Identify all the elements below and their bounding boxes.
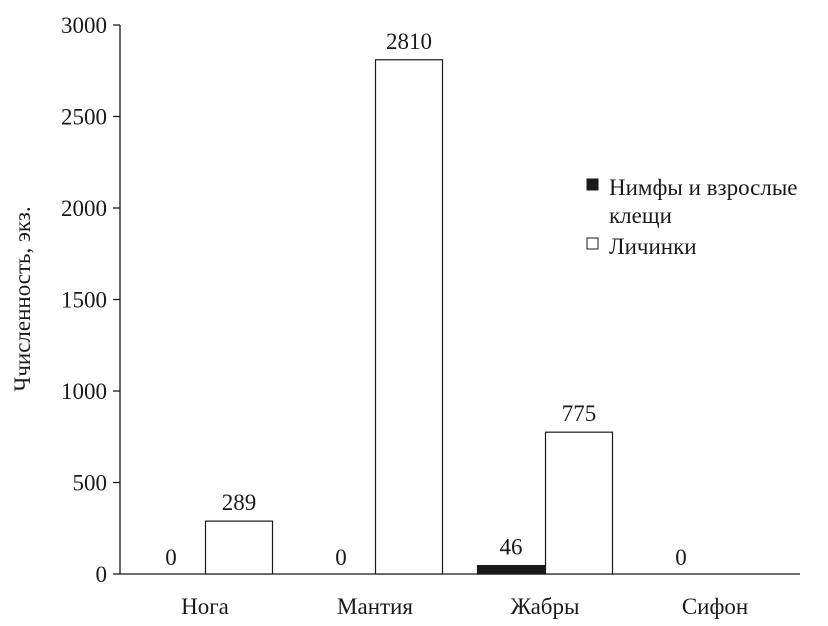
x-category-label: Мантия <box>337 594 413 619</box>
y-tick-label: 0 <box>96 562 108 587</box>
y-tick-label: 1500 <box>61 288 107 313</box>
data-label: 0 <box>335 545 347 570</box>
data-label: 0 <box>165 545 177 570</box>
x-category-label: Жабры <box>511 594 580 619</box>
data-label: 289 <box>222 490 257 515</box>
x-axis: Нога Мантия Жабры Сифон <box>120 573 800 619</box>
y-axis: 0 500 1000 1500 2000 2500 3000 <box>61 13 121 587</box>
legend-label: Нимфы и взрослые <box>609 175 798 200</box>
data-label: 2810 <box>386 29 432 54</box>
legend-label: клещи <box>609 203 672 228</box>
y-tick-label: 3000 <box>61 13 107 38</box>
bar <box>476 564 546 575</box>
data-labels: 0 289 0 2810 46 775 0 <box>165 29 687 570</box>
y-tick-label: 2500 <box>61 105 107 130</box>
bars <box>204 59 614 575</box>
bar <box>544 431 614 575</box>
legend: Нимфы и взрослые клещи Личинки <box>586 175 798 259</box>
data-label: 775 <box>562 401 597 426</box>
x-category-label: Нога <box>181 594 229 619</box>
y-axis-title: Ччисленность, экз. <box>10 206 35 391</box>
bar <box>374 59 444 575</box>
data-label: 46 <box>500 535 523 560</box>
bar <box>204 520 274 575</box>
data-label: 0 <box>675 545 687 570</box>
legend-swatch <box>586 178 599 191</box>
x-category-label: Сифон <box>682 594 748 619</box>
legend-label: Личинки <box>609 234 697 259</box>
y-tick-label: 2000 <box>61 196 107 221</box>
y-tick-label: 500 <box>73 471 108 496</box>
legend-swatch <box>586 237 599 250</box>
y-tick-label: 1000 <box>61 379 107 404</box>
